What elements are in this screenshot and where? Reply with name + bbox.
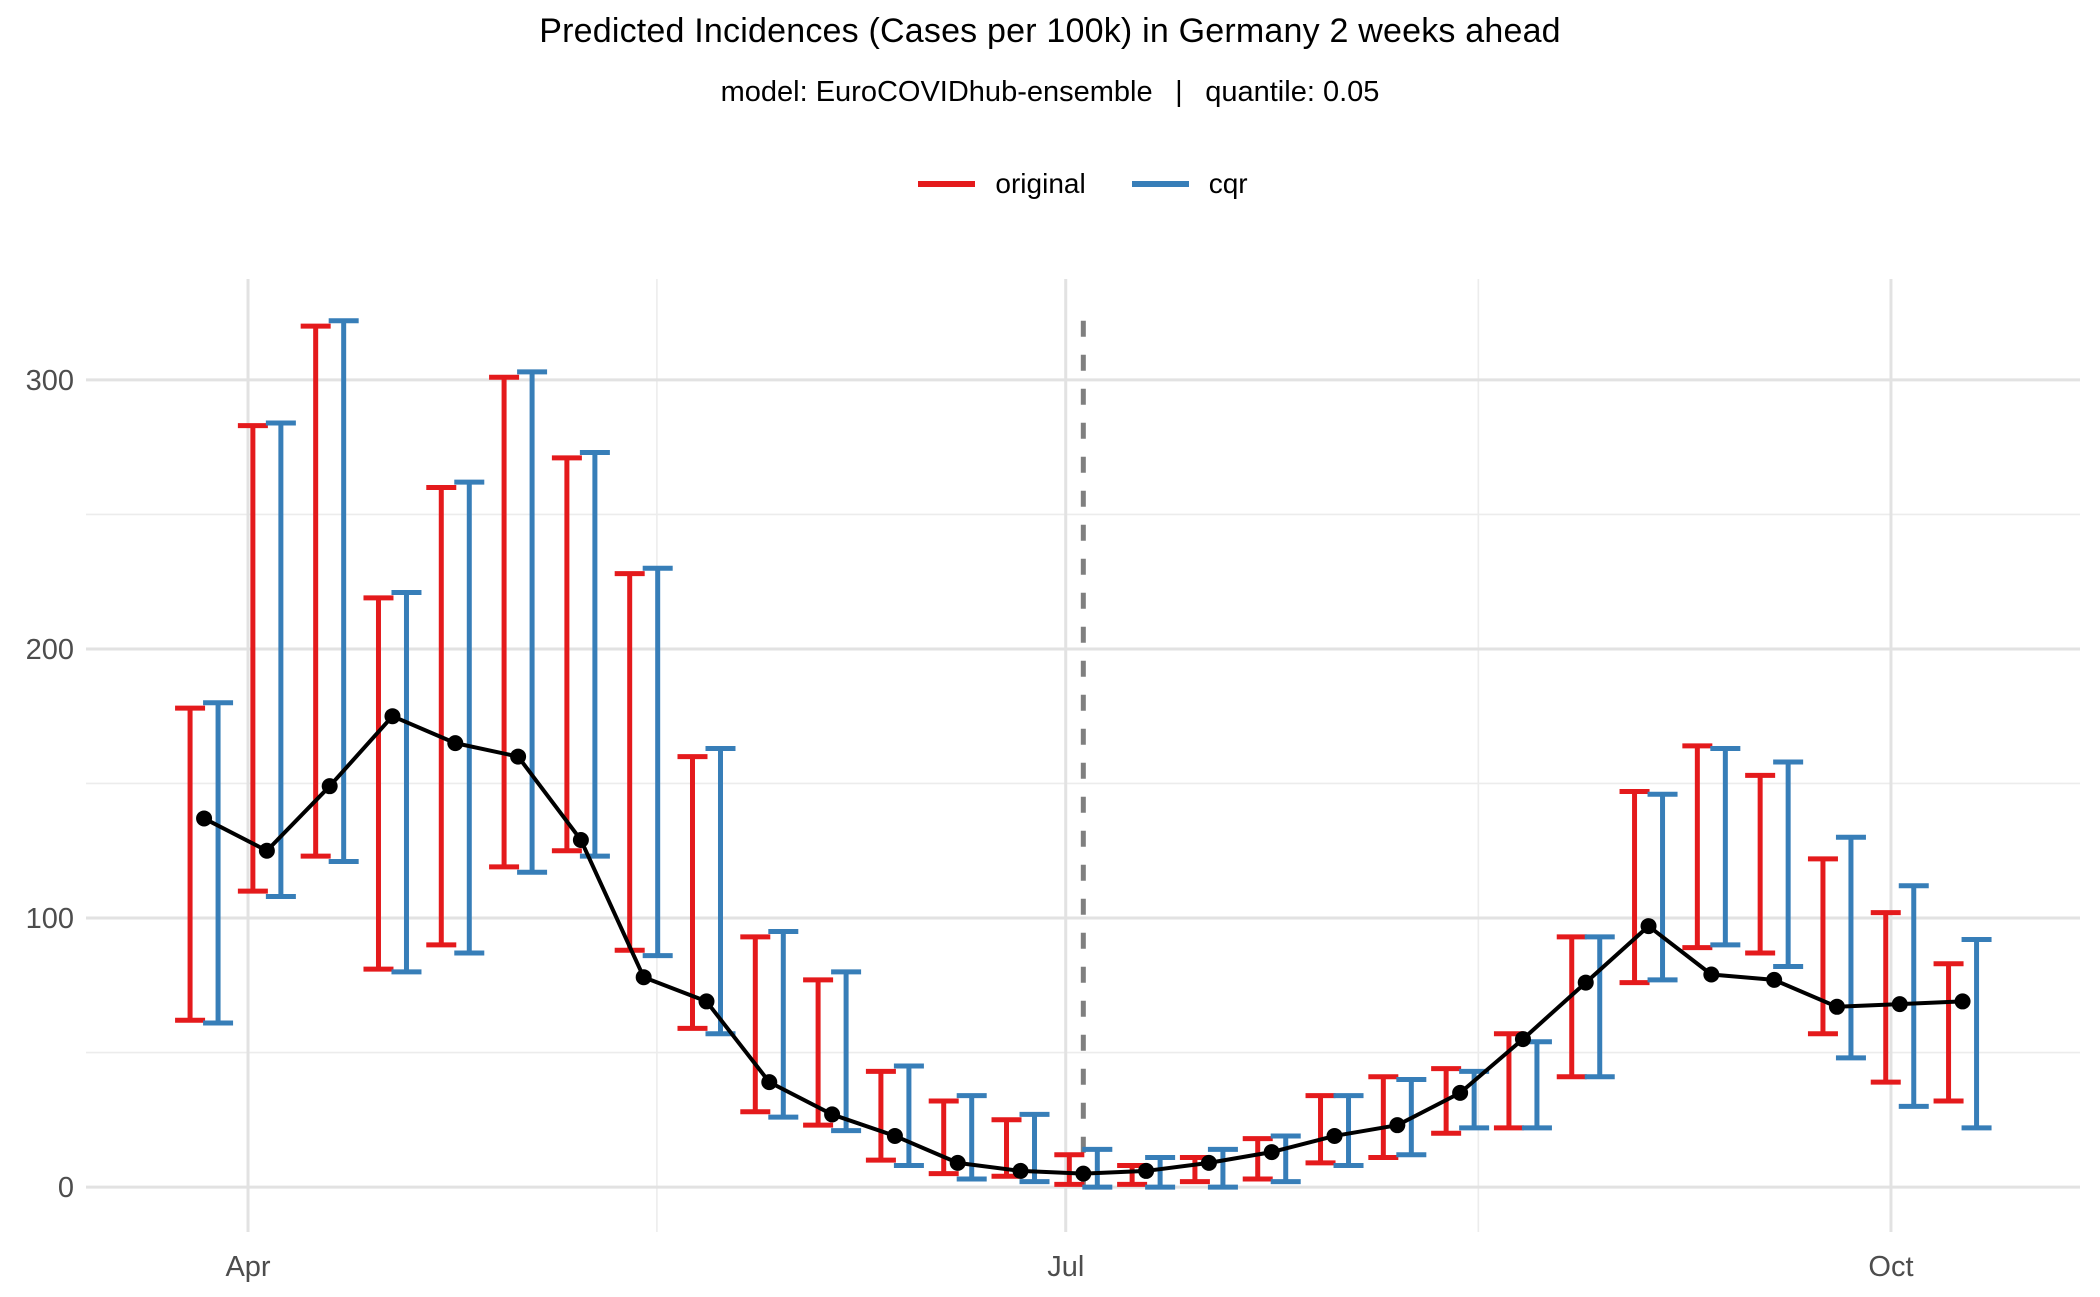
observed-point-11: [886, 1127, 903, 1144]
observed-point-15: [1138, 1162, 1155, 1179]
observed-point-9: [761, 1074, 778, 1091]
observed-point-27: [1891, 996, 1908, 1013]
observed-point-10: [824, 1106, 841, 1123]
observed-point-28: [1954, 993, 1971, 1010]
legend-label-cqr: cqr: [1208, 168, 1248, 199]
legend-item-cqr: cqr: [1131, 168, 1248, 200]
observed-point-20: [1452, 1084, 1469, 1101]
y-tick-label-200: 200: [26, 634, 74, 666]
observed-point-4: [447, 735, 464, 752]
observed-point-17: [1263, 1144, 1280, 1161]
observed-point-16: [1200, 1154, 1217, 1171]
observed-point-8: [698, 993, 715, 1010]
observed-point-18: [1326, 1127, 1343, 1144]
observed-point-12: [949, 1154, 966, 1171]
legend-label-original: original: [995, 168, 1086, 199]
chart-title: Predicted Incidences (Cases per 100k) in…: [539, 12, 1561, 50]
chart-subtitle: model: EuroCOVIDhub-ensemble | quantile:…: [720, 76, 1380, 108]
observed-point-21: [1514, 1031, 1531, 1048]
y-tick-label-300: 300: [26, 365, 74, 397]
observed-point-1: [258, 842, 275, 859]
observed-point-0: [196, 810, 213, 827]
x-tick-label-Oct: Oct: [1868, 1251, 1913, 1283]
observed-point-2: [321, 778, 338, 795]
observed-point-24: [1703, 966, 1720, 983]
observed-point-13: [1012, 1162, 1029, 1179]
observed-point-5: [510, 748, 527, 765]
y-tick-label-0: 0: [58, 1172, 74, 1204]
observed-point-25: [1766, 971, 1783, 988]
observed-point-23: [1640, 918, 1657, 935]
observed-point-26: [1828, 998, 1845, 1015]
y-tick-label-100: 100: [26, 903, 74, 935]
x-tick-label-Jul: Jul: [1047, 1251, 1084, 1283]
observed-point-19: [1389, 1117, 1406, 1134]
observed-point-3: [384, 708, 401, 725]
legend-item-original: original: [918, 168, 1086, 200]
observed-point-22: [1577, 974, 1594, 991]
observed-point-14: [1075, 1165, 1092, 1182]
legend-line-cqr: [1131, 181, 1189, 187]
legend: original cqr: [86, 168, 2080, 200]
legend-line-original: [918, 181, 976, 187]
x-tick-label-Apr: Apr: [225, 1251, 270, 1283]
observed-point-7: [635, 969, 652, 986]
observed-point-6: [572, 831, 589, 848]
